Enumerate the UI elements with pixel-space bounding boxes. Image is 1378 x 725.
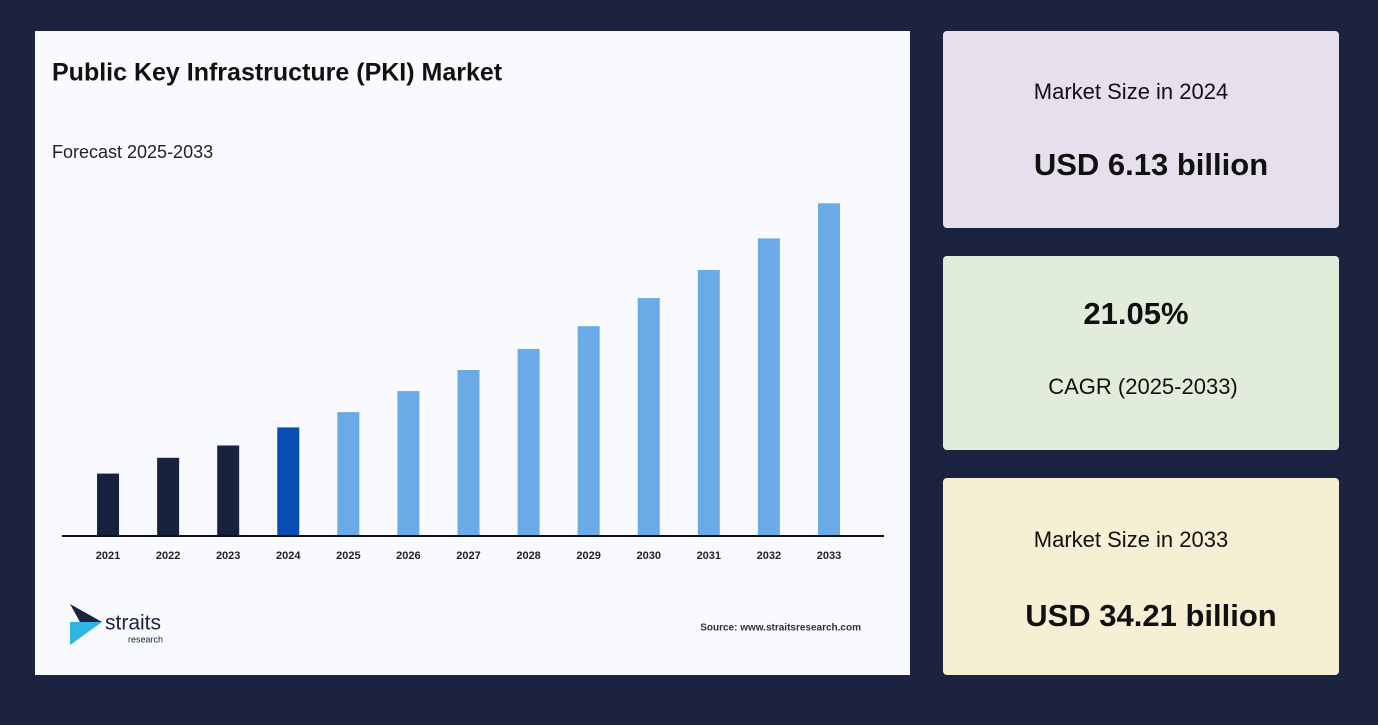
x-tick-label: 2030: [636, 550, 660, 562]
bar: [277, 427, 300, 535]
x-tick-label: 2031: [697, 550, 721, 562]
bar: [217, 445, 240, 535]
chart-subtitle: Forecast 2025-2033: [52, 142, 213, 162]
bar: [757, 238, 780, 535]
card-label: CAGR (2025-2033): [1048, 374, 1238, 399]
logo-icon-accent: [70, 622, 102, 645]
card: [943, 256, 1339, 450]
x-tick-label: 2032: [757, 550, 781, 562]
x-tick-label: 2022: [156, 550, 180, 562]
card-value: 21.05%: [1083, 296, 1188, 331]
card: [943, 478, 1339, 675]
bar: [337, 412, 360, 535]
bar: [817, 203, 840, 535]
bar: [157, 457, 180, 535]
x-tick-label: 2029: [576, 550, 600, 562]
bar: [577, 326, 600, 535]
logo-name: straits: [105, 612, 161, 635]
bar: [637, 298, 660, 535]
card-value: USD 34.21 billion: [1025, 598, 1277, 633]
card-label: Market Size in 2033: [1034, 527, 1228, 552]
logo-tagline: research: [128, 634, 163, 644]
x-tick-label: 2033: [817, 550, 841, 562]
x-tick-label: 2025: [336, 550, 360, 562]
source: Source: www.straitsresearch.com: [700, 623, 861, 634]
bar: [457, 370, 480, 535]
x-tick-label: 2028: [516, 550, 540, 562]
x-tick-label: 2027: [456, 550, 480, 562]
bar: [97, 473, 120, 535]
bar: [517, 348, 540, 535]
x-tick-label: 2026: [396, 550, 420, 562]
bar: [397, 391, 420, 535]
x-tick-label: 2021: [96, 550, 120, 562]
card-label: Market Size in 2024: [1034, 79, 1228, 104]
card-value: USD 6.13 billion: [1034, 147, 1268, 182]
card: [943, 31, 1339, 228]
chart-title: Public Key Infrastructure (PKI) Market: [52, 59, 503, 87]
x-tick-label: 2023: [216, 550, 240, 562]
x-tick-label: 2024: [276, 550, 301, 562]
bar: [697, 269, 720, 535]
